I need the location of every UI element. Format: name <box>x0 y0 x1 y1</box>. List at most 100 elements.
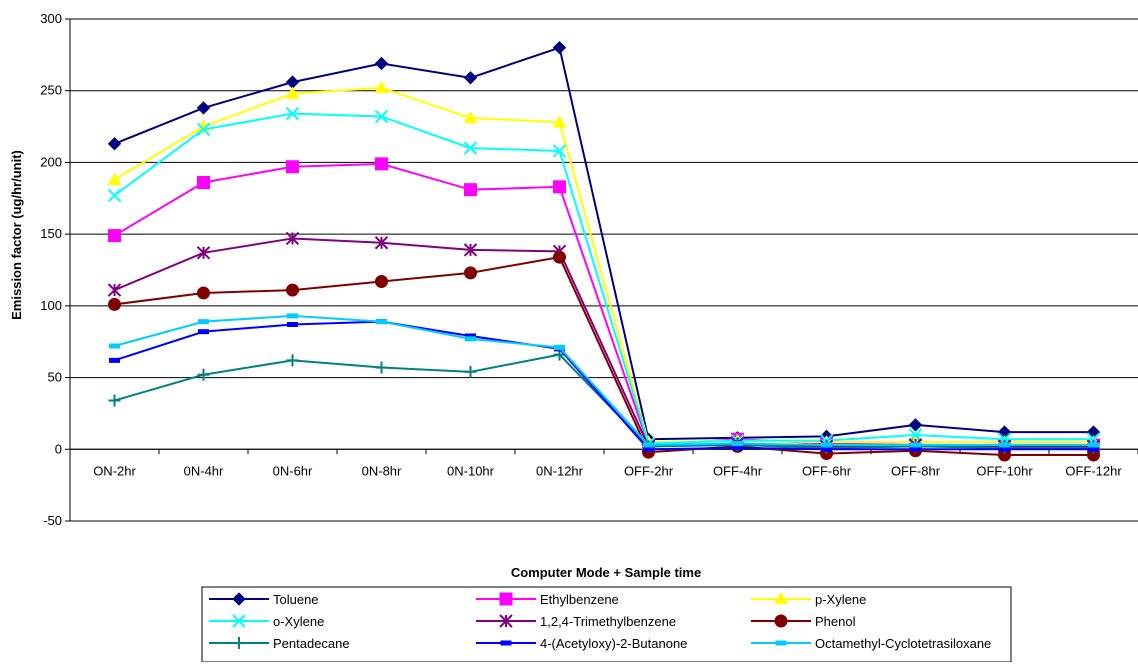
data-point-stroke <box>196 122 211 137</box>
legend-label: 1,2,4-Trimethylbenzene <box>540 614 676 629</box>
y-tick-label: 150 <box>40 226 62 241</box>
data-point <box>287 322 298 328</box>
x-tick-label: 0N-10hr <box>447 463 495 478</box>
data-point <box>197 286 210 300</box>
data-point <box>107 137 122 151</box>
x-tick-label: 0N-8hr <box>362 463 402 478</box>
data-point-stroke <box>552 144 567 158</box>
data-point <box>552 40 567 55</box>
x-tick-label: OFF-4hr <box>713 463 763 478</box>
data-point <box>463 243 478 257</box>
data-point <box>198 319 209 325</box>
data-point <box>196 101 211 115</box>
series-o-xylene <box>107 106 1101 451</box>
legend-label: 4-(Acetyloxy)-2-Butanone <box>540 636 687 651</box>
data-point <box>910 446 921 452</box>
y-axis-title: Emission factor (ug/hr/unit) <box>9 150 24 320</box>
legend-label: p-Xylene <box>815 592 866 607</box>
data-point <box>554 344 565 350</box>
x-axis-title: Computer Mode + Sample time <box>511 565 701 580</box>
y-tick-label: 200 <box>40 154 62 169</box>
data-point <box>908 428 923 442</box>
data-point <box>908 418 923 432</box>
y-tick-label: 100 <box>40 298 62 313</box>
x-tick-label: ON-2hr <box>93 463 136 478</box>
data-point <box>287 313 298 319</box>
data-point <box>464 183 477 197</box>
legend-item: p-Xylene <box>751 591 866 607</box>
data-point <box>107 172 122 185</box>
legend-label: Phenol <box>815 614 856 629</box>
legend-label: Octamethyl-Cyclotetrasiloxane <box>815 636 991 651</box>
legend-item: 4-(Acetyloxy)-2-Butanone <box>476 636 687 651</box>
legend-item: Pentadecane <box>209 636 350 651</box>
x-tick-label: 0N-12hr <box>536 463 584 478</box>
series-line <box>113 162 1094 447</box>
legend-item: Ethylbenzene <box>476 592 619 607</box>
data-point <box>463 141 478 155</box>
x-tick-label: OFF-2hr <box>624 463 674 478</box>
data-point <box>821 442 832 448</box>
data-point <box>732 445 743 451</box>
data-point-stroke <box>232 614 246 628</box>
legend-item: Phenol <box>751 614 856 629</box>
data-point <box>374 56 389 71</box>
data-point <box>232 614 246 628</box>
series-line <box>114 237 1094 448</box>
data-point <box>774 614 788 628</box>
data-point <box>552 144 567 158</box>
series-line <box>113 86 1094 444</box>
data-point <box>553 180 566 194</box>
data-point <box>465 336 476 342</box>
data-point-stroke <box>908 428 923 442</box>
data-point <box>774 591 788 605</box>
data-point <box>374 109 389 124</box>
data-point-stroke <box>463 141 478 155</box>
data-point <box>197 368 210 381</box>
data-point <box>285 106 300 121</box>
data-point <box>464 365 477 378</box>
data-point <box>286 283 299 297</box>
data-point-stroke <box>107 188 122 203</box>
data-point <box>286 354 299 367</box>
data-point <box>286 160 299 174</box>
x-tick-label: OFF-10hr <box>976 463 1033 478</box>
data-point <box>500 640 512 646</box>
series-line <box>114 320 1094 451</box>
data-point <box>375 361 388 374</box>
data-point <box>233 637 245 649</box>
legend-item: 1,2,4-Trimethylbenzene <box>476 614 676 629</box>
data-point <box>374 236 389 250</box>
data-point <box>464 266 477 280</box>
data-point <box>463 110 478 124</box>
data-point <box>109 343 120 349</box>
series-line <box>113 112 1094 445</box>
data-point <box>643 446 654 452</box>
legend-item: Octamethyl-Cyclotetrasiloxane <box>751 636 991 651</box>
data-point <box>108 394 121 407</box>
series-pentadecane <box>108 348 1100 454</box>
data-point <box>196 122 211 137</box>
y-tick-label: 250 <box>40 83 62 98</box>
legend-label: Toluene <box>273 592 319 607</box>
y-tick-label: 300 <box>40 11 62 26</box>
legend-label: Pentadecane <box>273 636 350 651</box>
data-point <box>285 231 300 246</box>
data-point <box>775 640 787 646</box>
legend-item: o-Xylene <box>209 614 324 629</box>
x-tick-label: 0N-4hr <box>184 463 224 478</box>
data-point <box>499 614 513 628</box>
data-point <box>821 446 832 452</box>
x-tick-label: OFF-6hr <box>802 463 852 478</box>
data-point-stroke <box>374 109 389 124</box>
series-4-acetyloxy-2-butanone <box>109 319 1099 452</box>
data-point <box>910 442 921 448</box>
data-point <box>732 441 743 447</box>
data-point <box>999 446 1010 452</box>
y-tick-label: 0 <box>55 441 62 456</box>
legend: Toluene Ethylbenzene p-Xylene o-Xylene 1,2,4… <box>201 586 1012 663</box>
data-point <box>232 592 246 606</box>
data-point <box>553 250 566 264</box>
